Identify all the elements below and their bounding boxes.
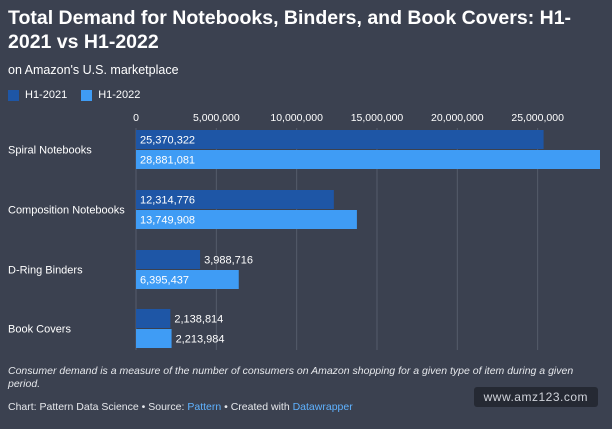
bar-h1-2021-0 [136,130,544,149]
bar-h1-2022-0 [136,150,600,169]
bar-h1-2021-1 [136,190,334,209]
legend-label-h1-2022: H1-2022 [98,89,141,101]
legend-item-h1-2021: H1-2021 [8,89,67,101]
x-tick-label-5: 25,000,000 [511,112,564,124]
x-tick-label-3: 15,000,000 [351,112,404,124]
legend-item-h1-2022: H1-2022 [81,89,140,101]
category-label-3: Book Covers [8,324,71,336]
value-label-h1-2022-2: 6,395,437 [140,275,189,287]
x-tick-label-1: 5,000,000 [193,112,240,124]
datawrapper-link[interactable]: Datawrapper [292,401,353,413]
value-label-h1-2021-1: 12,314,776 [140,195,195,207]
value-label-h1-2021-0: 25,370,322 [140,135,195,147]
legend: H1-2021 H1-2022 [8,89,154,101]
bar-h1-2022-3 [136,329,172,348]
value-label-h1-2022-0: 28,881,081 [140,155,195,167]
bar-chart: 0 5,000,000 10,000,000 15,000,000 20,000,000… [8,112,600,350]
value-label-h1-2022-3: 2,213,984 [176,334,225,346]
legend-label-h1-2021: H1-2021 [25,89,68,101]
chart-title: Total Demand for Notebooks, Binders, and… [8,7,572,53]
category-label-2: D-Ring Binders [8,265,83,277]
credits-prefix: Chart: Pattern Data Science • Source: [8,401,188,413]
value-label-h1-2022-1: 13,749,908 [140,215,195,227]
watermark: www.amz123.com [473,387,598,407]
footnote: Consumer demand is a measure of the numb… [8,365,574,390]
x-tick-label-0: 0 [133,112,139,124]
category-label-0: Spiral Notebooks [8,145,92,157]
bar-h1-2021-3 [136,309,171,328]
chart-subtitle: on Amazon's U.S. marketplace [8,63,179,77]
legend-swatch-h1-2022 [81,89,93,101]
bar-h1-2021-2 [136,250,201,269]
category-label-1: Composition Notebooks [8,205,125,217]
credits: Chart: Pattern Data Science • Source: Pa… [8,401,353,413]
x-tick-label-2: 10,000,000 [270,112,323,124]
value-label-h1-2021-3: 2,138,814 [174,314,223,326]
bar-h1-2022-1 [136,210,357,229]
x-tick-label-4: 20,000,000 [431,112,484,124]
source-link[interactable]: Pattern [187,401,222,413]
credits-middle: • Created with [221,401,293,413]
value-label-h1-2021-2: 3,988,716 [204,255,253,267]
bar-h1-2022-2 [136,270,239,289]
legend-swatch-h1-2021 [8,89,19,101]
